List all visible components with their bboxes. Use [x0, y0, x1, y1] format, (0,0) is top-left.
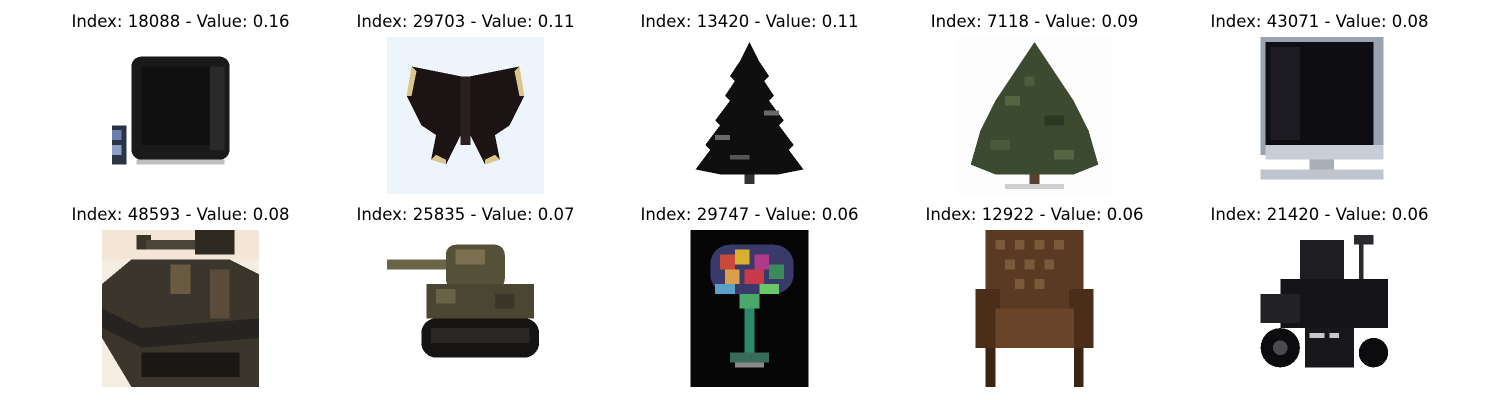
lawn-mower-image: [1241, 230, 1398, 387]
panel-3: Index: 13420 - Value: 0.11: [607, 0, 892, 194]
pine-tree-image: [671, 37, 828, 194]
tv-image: [102, 37, 259, 194]
panel-title: Index: 29703 - Value: 0.11: [356, 12, 575, 31]
panel-8: Index: 29747 - Value: 0.06: [607, 193, 892, 387]
panel-title: Index: 21420 - Value: 0.06: [1210, 205, 1429, 224]
panel-7: Index: 25835 - Value: 0.07: [323, 193, 608, 387]
panel-title: Index: 29747 - Value: 0.06: [640, 205, 859, 224]
panel-4: Index: 7118 - Value: 0.09: [892, 0, 1177, 194]
evergreen-tree-image: [956, 37, 1113, 194]
panel-9: Index: 12922 - Value: 0.06: [892, 193, 1177, 387]
colorful-glass-image: [671, 230, 828, 387]
panel-title: Index: 43071 - Value: 0.08: [1210, 12, 1429, 31]
panel-title: Index: 25835 - Value: 0.07: [356, 205, 575, 224]
panel-title: Index: 13420 - Value: 0.11: [640, 12, 859, 31]
panel-5: Index: 43071 - Value: 0.08: [1177, 0, 1462, 194]
panel-2: Index: 29703 - Value: 0.11: [323, 0, 608, 194]
panel-1: Index: 18088 - Value: 0.16: [38, 0, 323, 194]
tank-closeup-image: [102, 230, 259, 387]
panel-title: Index: 12922 - Value: 0.06: [925, 205, 1144, 224]
monitor-image: [1241, 37, 1398, 194]
wingback-chair-image: [956, 230, 1113, 387]
butterfly-image: [387, 37, 544, 194]
panel-title: Index: 7118 - Value: 0.09: [930, 12, 1139, 31]
panel-10: Index: 21420 - Value: 0.06: [1177, 193, 1462, 387]
panel-title: Index: 18088 - Value: 0.16: [71, 12, 290, 31]
panel-title: Index: 48593 - Value: 0.08: [71, 205, 290, 224]
panel-6: Index: 48593 - Value: 0.08: [38, 193, 323, 387]
tank-image: [387, 230, 544, 387]
